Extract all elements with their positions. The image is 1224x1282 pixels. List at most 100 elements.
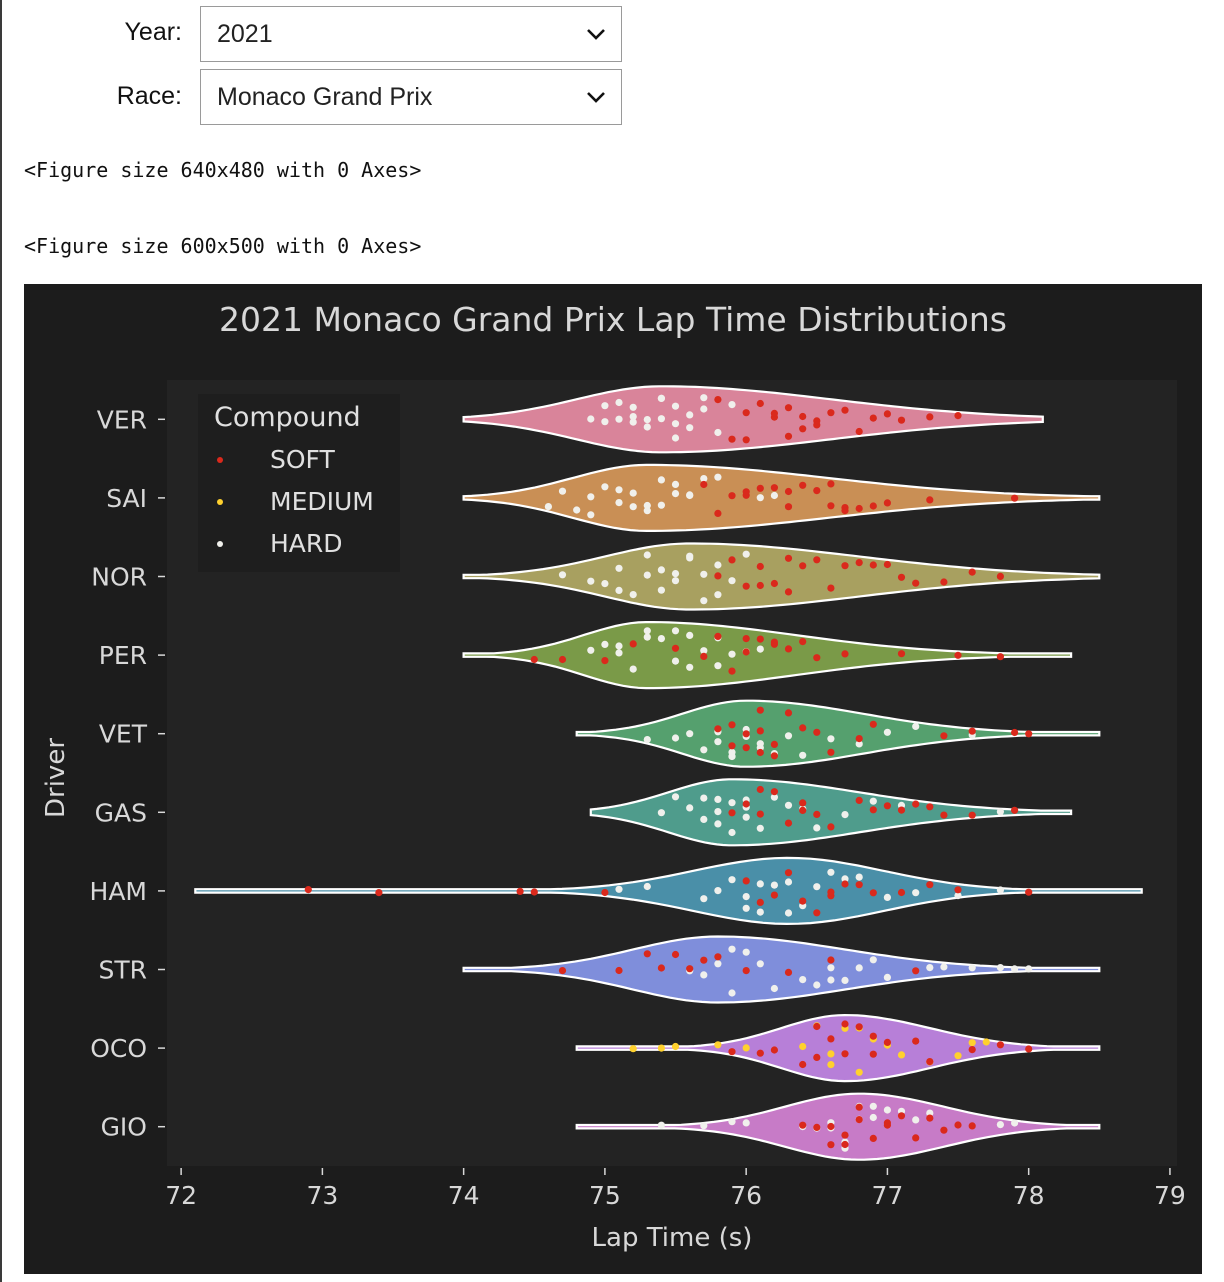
lap-point-nor: [756, 581, 764, 590]
lap-point-ver: [954, 412, 962, 420]
lap-point-vet: [784, 709, 793, 717]
lap-point-per: [897, 650, 906, 658]
legend-title: Compound: [214, 402, 361, 433]
lap-point-sai: [558, 487, 567, 495]
y-tick-label: NOR: [91, 563, 147, 592]
output-text-2: <Figure size 600x500 with 0 Axes>: [24, 234, 422, 258]
lap-point-gio: [968, 1122, 976, 1130]
lap-point-sai: [671, 490, 680, 498]
y-tick-label: VER: [97, 405, 147, 434]
lap-point-gio: [742, 1119, 750, 1127]
lap-point-vet: [855, 735, 863, 743]
lap-point-sai: [770, 484, 779, 492]
lap-point-sai: [827, 502, 835, 510]
lap-point-vet: [799, 724, 807, 732]
lap-point-ham: [742, 877, 750, 885]
lap-point-per: [671, 627, 680, 635]
lap-point-nor: [869, 561, 877, 569]
lap-point-per: [671, 657, 680, 665]
lap-point-vet: [728, 721, 736, 729]
legend-marker-medium: [217, 499, 223, 505]
chart-figure: VER SAI NOR PER VET GAS HAM STR OCO GIO 72 73 74 75 76…: [24, 284, 1202, 1274]
lap-point-ver: [657, 394, 666, 402]
x-tick-label: 72: [165, 1181, 197, 1210]
lap-point-nor: [558, 571, 567, 579]
lap-point-per: [841, 650, 849, 658]
lap-point-gas: [756, 810, 764, 818]
lap-point-per: [954, 651, 962, 659]
legend-marker-soft: [217, 457, 223, 463]
lap-point-nor: [742, 550, 750, 558]
lap-point-oco: [799, 1060, 807, 1069]
violin-nor: [462, 542, 1101, 611]
violin-str: [462, 935, 1101, 1004]
lap-point-oco: [869, 1032, 877, 1040]
year-select[interactable]: 2021: [200, 6, 622, 62]
lap-point-per: [558, 655, 567, 664]
lap-point-gas: [728, 828, 736, 837]
chart-title: 2021 Monaco Grand Prix Lap Time Distribu…: [219, 300, 1007, 339]
lap-point-str: [841, 976, 849, 985]
lap-point-oco: [770, 1046, 779, 1054]
lap-point-ham: [770, 891, 779, 899]
lap-point-per: [657, 635, 666, 643]
lap-point-per: [996, 653, 1005, 661]
lap-point-gas: [686, 804, 694, 812]
lap-point-gio: [954, 1121, 962, 1129]
lap-point-gas: [799, 799, 807, 807]
y-tick-label: OCO: [90, 1034, 147, 1063]
lap-point-sai: [587, 493, 595, 501]
lap-point-per: [742, 635, 750, 643]
lap-point-nor: [728, 577, 736, 585]
lap-point-ham: [784, 869, 793, 877]
lap-point-ham: [1025, 888, 1033, 896]
lap-point-gas: [869, 797, 877, 805]
y-tick-label: STR: [98, 956, 147, 985]
lap-point-ham: [728, 876, 736, 884]
lap-point-str: [728, 945, 736, 953]
lap-point-ver: [841, 406, 849, 414]
lap-point-nor: [700, 570, 708, 578]
lap-point-ham: [897, 888, 906, 897]
legend-label-soft: SOFT: [270, 445, 335, 474]
lap-point-gio: [869, 1113, 877, 1122]
lap-point-vet: [700, 746, 708, 754]
lap-point-oco: [883, 1038, 892, 1046]
lap-point-ham: [615, 885, 623, 893]
lap-point-gio: [883, 1106, 892, 1114]
lap-point-str: [615, 966, 623, 975]
lap-point-gas: [784, 819, 793, 827]
lap-point-gas: [770, 788, 779, 796]
y-tick-label: GAS: [95, 798, 147, 827]
race-value: Monaco Grand Prix: [217, 82, 433, 111]
cell-left-border: [0, 0, 2, 1282]
lap-point-gas: [827, 823, 835, 831]
lap-point-vet: [728, 742, 736, 750]
lap-point-nor: [643, 571, 651, 579]
lap-point-sai: [573, 506, 581, 514]
lap-point-gio: [728, 1118, 736, 1126]
lap-point-oco: [841, 1020, 849, 1028]
lap-point-oco: [897, 1051, 906, 1059]
lap-point-ver: [784, 432, 793, 440]
lap-point-nor: [587, 577, 595, 585]
lap-point-ham: [954, 886, 962, 894]
lap-point-gio: [813, 1123, 821, 1131]
lap-point-sai: [926, 496, 934, 504]
lap-point-oco: [855, 1023, 863, 1031]
violin-gas: [589, 778, 1073, 847]
lap-point-ham: [813, 883, 821, 891]
lap-point-per: [643, 633, 651, 641]
race-select[interactable]: Monaco Grand Prix: [200, 69, 622, 125]
lap-point-per: [770, 638, 779, 646]
lap-point-gas: [883, 802, 892, 810]
lap-point-vet: [855, 740, 863, 748]
output-text-1: <Figure size 640x480 with 0 Axes>: [24, 158, 422, 182]
lap-point-str: [799, 976, 807, 984]
lap-point-ver: [883, 410, 892, 418]
lap-point-sai: [714, 509, 722, 517]
lap-point-vet: [756, 706, 764, 714]
lap-point-sai: [544, 503, 553, 511]
lap-point-gio: [940, 1126, 948, 1134]
lap-point-str: [813, 981, 821, 989]
